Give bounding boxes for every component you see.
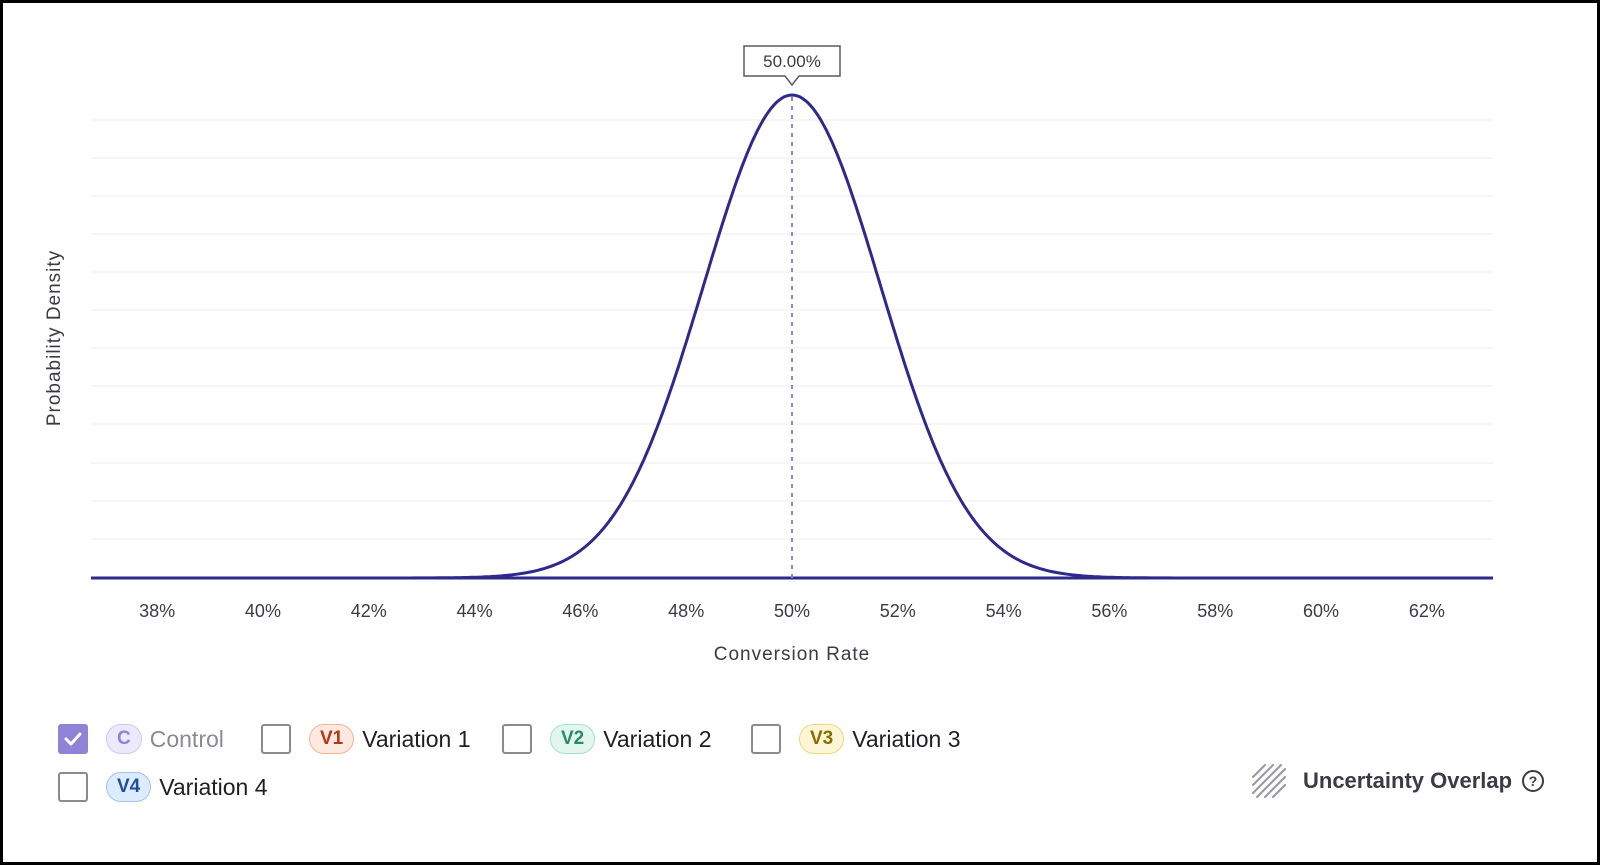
legend-item-variation-4[interactable]: V4 Variation 4 [58,772,268,802]
x-tick-label: 60% [1303,601,1339,621]
x-tick-label: 54% [986,601,1022,621]
x-tick-label: 44% [457,601,493,621]
hatch-pattern-icon [1251,763,1287,799]
variation-2-checkbox[interactable] [502,724,532,754]
x-tick-label: 42% [351,601,387,621]
legend-item-variation-3[interactable]: V3 Variation 3 [751,724,961,754]
distribution-chart: 50.00% 38% 40% 42% 44% 46% 48% 50% 52% 54% 56% 58%… [44,45,1493,665]
variation-1-checkbox[interactable] [261,724,291,754]
mean-callout-box [743,45,841,87]
x-tick-label: 50% [774,601,810,621]
x-tick-label: 46% [562,601,598,621]
check-icon [64,732,82,746]
variation-2-badge: V2 [550,724,596,754]
variation-2-label: Variation 2 [603,725,712,752]
legend-item-variation-1[interactable]: V1 Variation 1 [261,724,471,754]
x-tick-label: 40% [245,601,281,621]
legend-item-variation-2[interactable]: V2 Variation 2 [502,724,712,754]
x-tick-label: 58% [1197,601,1233,621]
variation-3-label: Variation 3 [852,725,961,752]
x-tick-label: 62% [1409,601,1445,621]
mean-callout-label: 50.00% [763,52,821,71]
mean-callout: 50.00% [743,45,841,87]
variation-3-checkbox[interactable] [751,724,781,754]
variation-1-badge: V1 [309,724,355,754]
uncertainty-overlap-label: Uncertainty Overlap [1303,768,1513,793]
x-tick-label: 38% [139,601,175,621]
variation-4-label: Variation 4 [159,773,268,800]
legend-item-control[interactable]: C Control [58,724,224,754]
control-checkbox[interactable] [58,724,88,754]
x-axis-title: Conversion Rate [714,644,871,665]
variation-3-badge: V3 [799,724,845,754]
x-tick-label: 48% [668,601,704,621]
control-label: Control [149,725,224,752]
variation-1-label: Variation 1 [362,725,471,752]
x-tick-label: 56% [1091,601,1127,621]
x-tick-label: 52% [880,601,916,621]
x-tick-labels: 38% 40% 42% 44% 46% 48% 50% 52% 54% 56% 58% 60% 62% [139,601,1445,621]
help-icon[interactable]: ? [1522,770,1545,792]
control-badge: C [106,724,142,754]
uncertainty-overlap-toggle[interactable]: Uncertainty Overlap ? [1251,763,1545,799]
y-axis-title: Probability Density [44,250,65,426]
variation-4-badge: V4 [106,772,152,802]
variation-4-checkbox[interactable] [58,772,88,802]
